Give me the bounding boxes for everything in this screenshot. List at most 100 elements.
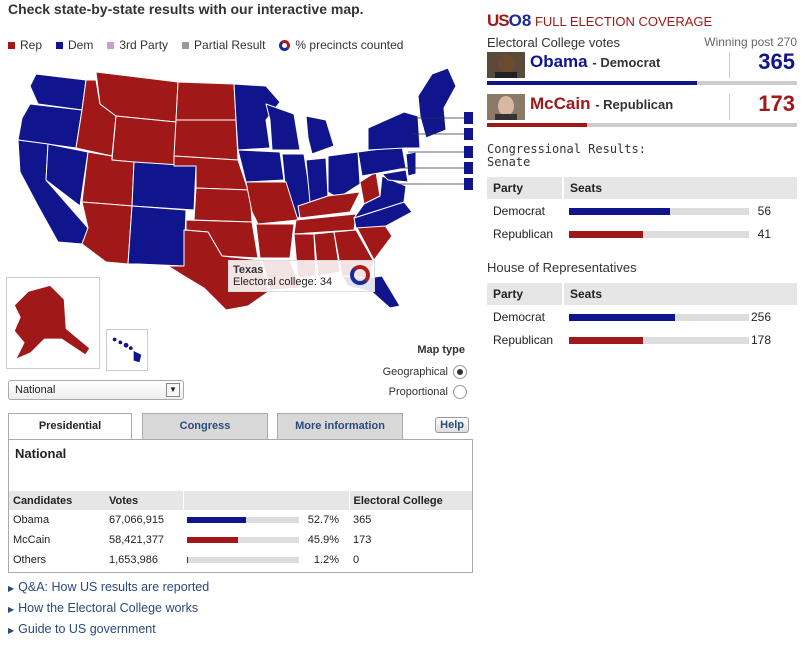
partial-swatch bbox=[182, 41, 190, 49]
map-type-geographical[interactable]: Geographical bbox=[383, 365, 467, 379]
link-qa[interactable]: ▶ Q&A: How US results are reported bbox=[8, 580, 210, 594]
us-election-map[interactable] bbox=[8, 56, 473, 311]
table-row: McCain 58,421,377 45.9% 173 bbox=[13, 534, 372, 546]
senate-table: Party Seats Democrat 56 Republican 41 bbox=[487, 177, 797, 245]
col-seats: Seats bbox=[563, 283, 797, 305]
vote-share-bar bbox=[187, 517, 299, 524]
candidate-ec-votes: 365 bbox=[758, 49, 795, 74]
state-arizona[interactable] bbox=[81, 201, 133, 265]
link-guide[interactable]: ▶ Guide to US government bbox=[8, 622, 156, 636]
table-row: Republican 41 bbox=[493, 226, 771, 241]
state-colorado[interactable] bbox=[131, 161, 197, 211]
state-michigan[interactable] bbox=[305, 115, 335, 155]
tab-more-information[interactable]: More information bbox=[277, 413, 403, 439]
state-new-york[interactable] bbox=[367, 111, 421, 151]
callout-box[interactable] bbox=[464, 128, 473, 140]
candidate-name: McCain bbox=[530, 94, 591, 113]
state-indiana[interactable] bbox=[305, 157, 329, 203]
state-new-mexico[interactable] bbox=[127, 205, 187, 267]
state-new-england[interactable] bbox=[417, 67, 457, 139]
table-row: Others 1,653,986 1.2% 0 bbox=[13, 554, 360, 566]
state-maryland[interactable] bbox=[381, 169, 409, 183]
col-party: Party bbox=[487, 177, 564, 199]
proportional-radio[interactable] bbox=[453, 385, 467, 399]
ec-progress-bar bbox=[487, 123, 797, 127]
tooltip-state: Texas bbox=[233, 264, 264, 276]
col-candidates: Candidates bbox=[9, 491, 105, 510]
state-arkansas[interactable] bbox=[255, 223, 295, 259]
state-iowa[interactable] bbox=[237, 149, 285, 183]
map-type-title: Map type bbox=[417, 344, 465, 356]
legend-rep: Rep bbox=[8, 38, 42, 52]
state-south-dakota[interactable] bbox=[173, 119, 239, 161]
brand-header: USO8 FULL ELECTION COVERAGE bbox=[487, 11, 712, 31]
senate-title: Senate bbox=[487, 155, 531, 169]
state-hawaii[interactable] bbox=[112, 337, 142, 363]
candidate-ec-votes: 173 bbox=[758, 91, 795, 116]
state-new-jersey[interactable] bbox=[405, 151, 417, 177]
legend-partial: Partial Result bbox=[182, 38, 265, 52]
panel-title: National bbox=[15, 446, 67, 461]
state-alaska[interactable] bbox=[14, 285, 90, 359]
alaska-inset[interactable] bbox=[6, 277, 100, 369]
brand-logo-us: US bbox=[487, 11, 510, 30]
help-button[interactable]: Help bbox=[435, 417, 469, 433]
dem-swatch bbox=[56, 41, 64, 49]
mccain-avatar bbox=[487, 94, 525, 120]
winning-post: Winning post 270 bbox=[704, 35, 797, 49]
ec-progress-bar bbox=[487, 81, 797, 85]
state-missouri[interactable] bbox=[245, 181, 299, 225]
col-party: Party bbox=[487, 283, 564, 305]
state-minnesota[interactable] bbox=[233, 83, 281, 151]
state-kentucky[interactable] bbox=[297, 191, 361, 219]
state-kansas[interactable] bbox=[193, 187, 253, 223]
house-title: House of Representatives bbox=[487, 260, 637, 275]
tab-congress[interactable]: Congress bbox=[142, 413, 268, 439]
congress-title: Congressional Results: bbox=[487, 142, 646, 156]
obama-avatar bbox=[487, 52, 525, 78]
region-select-value: National bbox=[15, 384, 56, 396]
state-wisconsin[interactable] bbox=[265, 103, 301, 151]
brand-logo-o8: O8 bbox=[508, 11, 532, 30]
state-north-dakota[interactable] bbox=[175, 81, 237, 121]
ec-votes-title: Electoral College votes bbox=[487, 35, 620, 50]
seat-bar bbox=[569, 230, 749, 238]
candidate-name: Obama bbox=[530, 52, 588, 71]
house-table: Party Seats Democrat 256 Republican 178 bbox=[487, 283, 797, 351]
candidate-mccain: McCain - Republican 173 bbox=[487, 91, 797, 127]
seat-bar bbox=[569, 336, 749, 344]
vote-share-bar bbox=[187, 537, 299, 544]
callout-box[interactable] bbox=[464, 146, 473, 158]
map-legend: Rep Dem 3rd Party Partial Result % preci… bbox=[8, 38, 403, 52]
geographical-radio[interactable] bbox=[453, 365, 467, 379]
small-state-callouts[interactable] bbox=[398, 112, 473, 190]
third-party-swatch bbox=[107, 41, 115, 49]
table-row: Democrat 56 bbox=[493, 203, 771, 218]
callout-box[interactable] bbox=[464, 178, 473, 190]
headline: Check state-by-state results with our in… bbox=[8, 1, 364, 17]
state-virginia[interactable] bbox=[353, 175, 407, 219]
related-links: ▶ Q&A: How US results are reported ▶ How t… bbox=[8, 580, 209, 643]
callout-box[interactable] bbox=[464, 162, 473, 174]
state-wyoming[interactable] bbox=[111, 115, 177, 167]
vote-share-bar bbox=[187, 557, 299, 564]
candidate-party: - Democrat bbox=[592, 55, 661, 70]
rep-swatch bbox=[8, 41, 15, 49]
map-type-proportional[interactable]: Proportional bbox=[389, 385, 467, 399]
state-tooltip: Texas Electoral college: 34 bbox=[228, 260, 375, 292]
candidate-party: - Republican bbox=[595, 97, 674, 112]
region-select[interactable]: National ▼ bbox=[8, 380, 184, 400]
triangle-icon: ▶ bbox=[8, 605, 15, 614]
link-electoral-college[interactable]: ▶ How the Electoral College works bbox=[8, 601, 199, 615]
tooltip-detail: Electoral college: 34 bbox=[233, 276, 333, 288]
callout-box[interactable] bbox=[464, 112, 473, 124]
divider bbox=[729, 94, 730, 120]
state-nevada[interactable] bbox=[45, 143, 89, 207]
col-share bbox=[182, 491, 349, 510]
dropdown-arrow-icon[interactable]: ▼ bbox=[166, 383, 180, 397]
presidential-panel: National Candidates Votes Electoral Coll… bbox=[8, 439, 473, 573]
state-ohio[interactable] bbox=[327, 151, 361, 199]
legend-dem: Dem bbox=[56, 38, 93, 52]
tab-presidential[interactable]: Presidential bbox=[8, 413, 132, 440]
hawaii-inset[interactable] bbox=[106, 329, 148, 371]
